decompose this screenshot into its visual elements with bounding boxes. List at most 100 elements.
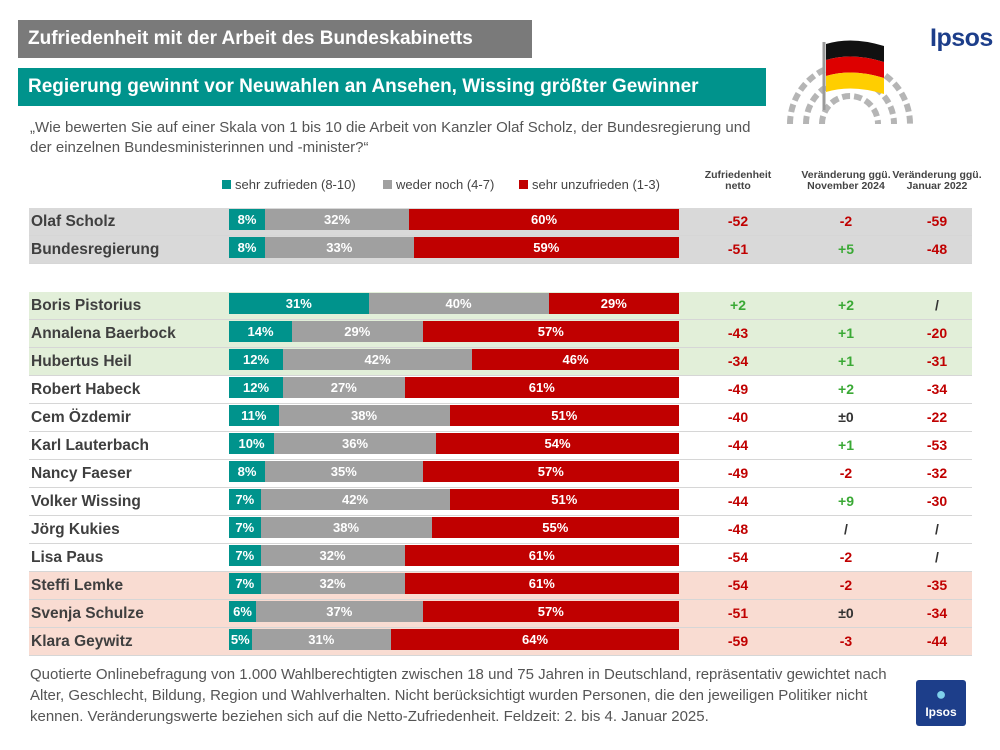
bar-segment-lisa-paus-1: 32%: [260, 545, 405, 566]
change-nov-value-volker-wissing: +9: [838, 493, 854, 509]
bar-segment-annalena-baerbock-1: 29%: [292, 321, 423, 342]
bar-segment-hubertus-heil-1: 42%: [283, 349, 472, 370]
bar-segment-boris-pistorius-0: 31%: [229, 293, 369, 314]
net-value-karl-lauterbach: -44: [727, 437, 749, 453]
row-separator: [29, 543, 972, 544]
ipsos-logo-text: Ipsos: [925, 705, 957, 719]
chart-title: Zufriedenheit mit der Arbeit des Bundesk…: [18, 20, 532, 58]
net-value-klara-geywitz: -59: [727, 633, 749, 649]
change-nov-value-robert-habeck: +2: [838, 381, 854, 397]
legend-item-satisfied: sehr zufrieden (8-10): [222, 177, 356, 192]
row-label-cem-ozdemir: Cem Özdemir: [31, 409, 131, 426]
column-header-change-nov: Veränderung ggü. November 2024: [796, 170, 896, 192]
bar-segment-klara-geywitz-1: 31%: [251, 629, 391, 650]
change-nov-value-annalena-baerbock: +1: [838, 325, 854, 341]
row-separator: [29, 655, 972, 656]
row-label-volker-wissing: Volker Wissing: [31, 493, 141, 510]
row-label-bundesregierung: Bundesregierung: [31, 241, 160, 258]
bar-segment-nancy-faeser-1: 35%: [265, 461, 423, 482]
change-jan-value-steffi-lemke: -35: [926, 577, 948, 593]
bar-segment-volker-wissing-1: 42%: [260, 489, 450, 510]
bar-segment-jorg-kukies-2: 55%: [431, 517, 679, 538]
bar-segment-karl-lauterbach-0: 10%: [229, 433, 274, 454]
row-separator: [29, 431, 972, 432]
bar-segment-olaf-scholz-1: 32%: [265, 209, 409, 230]
bar-segment-klara-geywitz-0: 5%: [229, 629, 252, 650]
bar-segment-klara-geywitz-2: 64%: [391, 629, 679, 650]
bar-segment-steffi-lemke-1: 32%: [260, 573, 405, 594]
row-label-jorg-kukies: Jörg Kukies: [31, 521, 120, 538]
net-value-cem-ozdemir: -40: [727, 409, 749, 425]
row-separator: [29, 347, 972, 348]
row-label-steffi-lemke: Steffi Lemke: [31, 577, 124, 594]
survey-question: „Wie bewerten Sie auf einer Skala von 1 …: [30, 119, 751, 156]
row-label-olaf-scholz: Olaf Scholz: [31, 213, 116, 230]
change-nov-value-boris-pistorius: +2: [838, 297, 854, 313]
bar-segment-karl-lauterbach-1: 36%: [274, 433, 436, 454]
bar-segment-cem-ozdemir-2: 51%: [449, 405, 679, 426]
change-nov-value-cem-ozdemir: ±0: [838, 409, 854, 425]
column-header-net-line1: Zufriedenheit: [704, 169, 772, 181]
change-jan-value-jorg-kukies: /: [935, 521, 939, 537]
legend-label-dissatisfied: sehr unzufrieden (1-3): [532, 177, 660, 192]
change-nov-value-bundesregierung: +5: [838, 241, 854, 257]
change-nov-value-karl-lauterbach: +1: [838, 437, 854, 453]
change-nov-value-klara-geywitz: -3: [839, 633, 853, 649]
net-value-hubertus-heil: -34: [727, 353, 749, 369]
net-value-olaf-scholz: -52: [727, 213, 749, 229]
bar-segment-cem-ozdemir-1: 38%: [278, 405, 450, 426]
bar-segment-olaf-scholz-0: 8%: [229, 209, 265, 230]
net-value-steffi-lemke: -54: [727, 577, 749, 593]
bar-segment-nancy-faeser-0: 8%: [229, 461, 265, 482]
net-value-volker-wissing: -44: [727, 493, 749, 509]
change-jan-value-olaf-scholz: -59: [926, 213, 948, 229]
bar-segment-volker-wissing-0: 7%: [229, 489, 261, 510]
bar-segment-robert-habeck-2: 61%: [404, 377, 679, 398]
change-jan-value-nancy-faeser: -32: [926, 465, 948, 481]
bar-segment-boris-pistorius-1: 40%: [368, 293, 549, 314]
net-value-lisa-paus: -54: [727, 549, 749, 565]
change-nov-value-olaf-scholz: -2: [839, 213, 853, 229]
net-value-jorg-kukies: -48: [727, 521, 749, 537]
bar-segment-svenja-schulze-2: 57%: [422, 601, 679, 622]
change-jan-value-karl-lauterbach: -53: [926, 437, 948, 453]
bar-segment-nancy-faeser-2: 57%: [422, 461, 679, 482]
bar-segment-hubertus-heil-2: 46%: [472, 349, 679, 370]
change-jan-value-robert-habeck: -34: [926, 381, 948, 397]
net-value-nancy-faeser: -49: [727, 465, 749, 481]
change-jan-value-klara-geywitz: -44: [926, 633, 948, 649]
change-jan-value-bundesregierung: -48: [926, 241, 948, 257]
bar-segment-jorg-kukies-0: 7%: [229, 517, 261, 538]
change-nov-value-svenja-schulze: ±0: [838, 605, 854, 621]
legend-swatch-dissatisfied: [519, 180, 528, 189]
change-jan-value-volker-wissing: -30: [926, 493, 948, 509]
bar-segment-svenja-schulze-0: 6%: [229, 601, 256, 622]
row-label-robert-habeck: Robert Habeck: [31, 381, 141, 398]
column-header-net: Zufriedenheit netto: [688, 170, 788, 192]
row-label-boris-pistorius: Boris Pistorius: [31, 297, 142, 314]
bar-segment-svenja-schulze-1: 37%: [256, 601, 423, 622]
column-header-change-jan: Veränderung ggü. Januar 2022: [887, 170, 987, 192]
bar-segment-hubertus-heil-0: 12%: [229, 349, 283, 370]
ipsos-logo: Ipsos: [930, 24, 993, 52]
row-separator: [29, 375, 972, 376]
change-nov-value-hubertus-heil: +1: [838, 353, 854, 369]
bar-segment-bundesregierung-1: 33%: [265, 237, 414, 258]
net-value-boris-pistorius: +2: [730, 297, 746, 313]
bar-segment-steffi-lemke-0: 7%: [229, 573, 261, 594]
legend-item-dissatisfied: sehr unzufrieden (1-3): [519, 177, 660, 192]
net-value-annalena-baerbock: -43: [727, 325, 749, 341]
bar-segment-boris-pistorius-2: 29%: [548, 293, 679, 314]
bar-segment-karl-lauterbach-2: 54%: [436, 433, 679, 454]
net-value-svenja-schulze: -51: [727, 605, 749, 621]
column-header-change-nov-line2: November 2024: [807, 180, 885, 192]
bar-segment-annalena-baerbock-0: 14%: [229, 321, 292, 342]
change-jan-value-boris-pistorius: /: [935, 297, 939, 313]
bar-segment-volker-wissing-2: 51%: [449, 489, 679, 510]
row-separator: [29, 599, 972, 600]
change-jan-value-annalena-baerbock: -20: [926, 325, 948, 341]
legend: sehr zufrieden (8-10) weder noch (4-7) s…: [0, 177, 690, 197]
column-header-net-line2: netto: [725, 180, 751, 192]
row-label-klara-geywitz: Klara Geywitz: [31, 633, 133, 650]
bar-segment-cem-ozdemir-0: 11%: [229, 405, 279, 426]
